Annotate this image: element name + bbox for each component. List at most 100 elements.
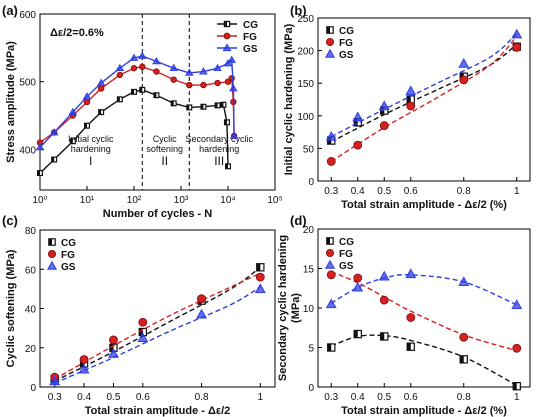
y-tick-label: 500 [19,78,36,89]
region-label: Cyclic [153,134,177,144]
data-point-FG [353,273,363,283]
data-point-FG [379,295,389,305]
data-point-FG-dot [116,71,124,79]
y-tick-label: 5 [308,344,314,355]
data-point-CG-fill [98,109,102,115]
data-point-GS [138,51,147,59]
data-point-FG-dot [459,332,469,342]
legend-label: CG [243,20,258,31]
data-point-GS [325,298,337,309]
region-label: Secondary cyclic [185,134,253,144]
data-point-FG [109,335,118,345]
legend-label: CG [61,238,76,249]
y-tick-label: 60 [25,265,37,276]
x-tick-label: 0.3 [48,392,62,403]
data-point-GS-tri [352,111,364,122]
legend-marker-GS [324,48,336,58]
data-point-CG-fill [513,382,517,390]
data-point-FG-dot [459,75,469,85]
data-point-GS-tri [129,53,139,61]
data-point-FG-dot [326,157,336,166]
fit-curve-GS [330,33,518,138]
data-point-CG-fill [139,328,143,336]
data-point-CG-fill [201,104,204,110]
legend-marker-GS-tri [324,259,336,269]
x-tick-label: 0.6 [404,392,418,403]
data-point-GS [96,78,106,86]
data-point-CG-fill [84,123,87,129]
data-point-CG [170,100,177,107]
data-point-FG-dot [379,295,389,305]
data-point-CG-fill [117,96,120,102]
data-point-GS-tri [325,298,337,309]
data-point-CG-fill [354,118,358,126]
data-point-CG [459,355,468,364]
data-point-GS [229,84,238,92]
data-point-GS [137,332,149,343]
x-axis-label: Total strain amplitude - Δε/2 (%) [341,405,507,417]
legend-marker-CG-fill [326,237,330,245]
data-point-CG [327,343,336,352]
data-point-GS [196,308,208,319]
data-point-CG [131,88,138,95]
data-point-GS [152,56,161,65]
region-numeral: III [214,154,224,168]
data-point-GS [227,55,236,63]
data-point-FG-dot [97,85,105,92]
data-point-FG-dot [326,270,336,280]
data-point-FG [228,75,235,82]
legend-marker-CG-fill [326,26,330,34]
data-point-FG-dot [353,273,363,283]
region-numeral: II [161,154,168,168]
legend-marker-CG [223,20,231,28]
data-point-CG [69,138,76,145]
x-tick-label: 10¹ [80,195,95,206]
data-point-GS-tri [511,28,523,39]
panel-label: (b) [290,3,307,18]
data-point-GS [107,348,119,358]
data-point-GS-tri [96,78,106,86]
data-point-FG-dot [406,313,416,322]
data-point-GS-tri [49,128,59,136]
data-point-CG [214,102,221,109]
data-point-FG-dot [79,355,89,364]
data-point-FG-dot [406,101,416,111]
data-point-FG [353,140,363,150]
data-point-GS-tri [137,332,149,343]
data-point-CG-fill [354,330,358,338]
data-point-GS-tri [405,85,417,96]
legend-marker-FG [48,249,57,258]
data-point-FG [512,343,522,353]
data-point-FG [255,272,265,282]
data-point-CG [83,122,90,129]
data-point-FG [170,76,177,83]
data-point-FG [97,85,105,92]
x-tick-label: 0.8 [457,186,471,197]
data-point-GS [325,131,337,141]
legend-marker-CG [326,237,334,245]
x-tick-label: 10⁰ [32,195,47,206]
y-tick-label: 400 [19,145,36,156]
y-tick-label: 40 [25,305,37,316]
data-point-CG [186,104,193,111]
region-label: hardening [71,144,111,154]
y-axis-label: Initial cyclic hardening (MPa) [283,23,295,175]
data-point-GS-tri [115,63,125,72]
data-point-FG-dot [512,42,522,52]
region-label: hardening [199,144,239,154]
data-point-GS [352,111,364,122]
legend-marker-GS [46,260,58,270]
x-tick-label: 0.3 [324,392,338,403]
fit-curve-FG [330,35,518,163]
data-point-CG [225,163,232,170]
data-point-CG [220,101,227,108]
panel-label: (a) [2,3,18,18]
data-point-GS-tri [458,276,470,287]
region-label: Initial cyclic [68,134,114,144]
data-point-CG [36,170,43,177]
data-point-FG [459,75,469,85]
y-tick-label: 600 [19,10,36,21]
legend-marker-FG [325,248,334,257]
data-point-GS [511,28,523,39]
series-line-CG [39,89,229,174]
